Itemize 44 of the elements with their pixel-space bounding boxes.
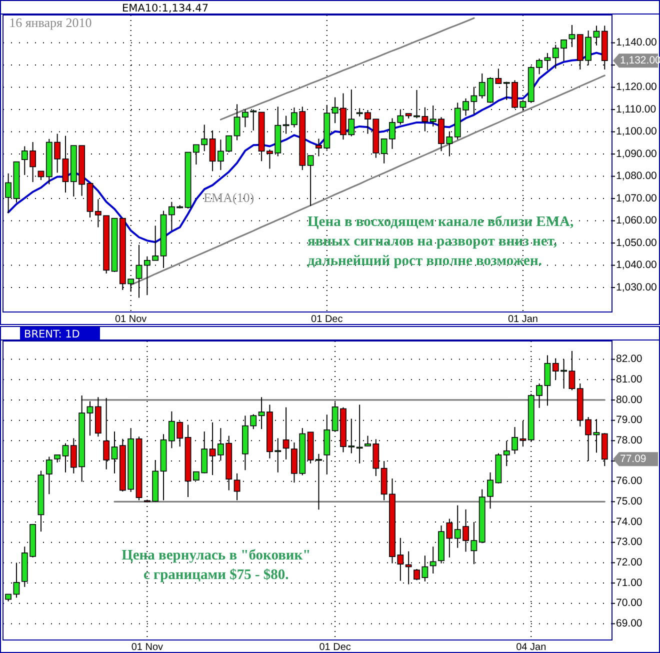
y-tick-label: 1,070.00 — [616, 192, 658, 204]
y-tick-label: 69.00 — [616, 618, 642, 630]
x-tick-label: 01 Dec — [319, 642, 351, 653]
series-label: EMA(10) — [204, 190, 254, 205]
x-tick-label: 04 Jan — [516, 642, 546, 653]
y-tick-label: 80.00 — [616, 394, 642, 406]
y-tick-label: 1,050.00 — [616, 236, 658, 249]
chart-title: BRENT: 1D — [24, 328, 80, 340]
y-tick-label: 71.00 — [616, 576, 642, 589]
x-tick-label: 01 Dec — [311, 314, 343, 325]
annotation: Цена вернулась в "боковик" с границами $75 - $80. — [122, 547, 311, 583]
y-tick-label: 1,060.00 — [616, 214, 658, 227]
y-tick-label: 1,140.00 — [616, 36, 658, 49]
y-tick-label: 1,110.00 — [616, 103, 656, 116]
y-tick-label: 79.00 — [616, 414, 642, 426]
y-tick-label: 1,040.00 — [616, 259, 658, 272]
y-tick-label: 78.00 — [616, 434, 642, 446]
y-tick-label: 1,120.00 — [616, 81, 658, 94]
y-tick-label: 81.00 — [616, 373, 642, 386]
candlestick — [544, 354, 551, 406]
candlestick — [234, 472, 240, 501]
y-tick-label: 72.00 — [616, 556, 642, 568]
y-tick-label: 74.00 — [616, 516, 642, 528]
x-tick-label: 01 Nov — [131, 642, 164, 653]
text: 77.09 — [620, 452, 646, 465]
y-tick-label: 82.00 — [616, 353, 642, 366]
candlestick — [495, 68, 502, 84]
line-series — [220, 17, 475, 120]
y-tick-label: 76.00 — [616, 475, 642, 488]
candlestick — [512, 426, 518, 454]
candlestick — [430, 546, 436, 574]
y-tick-label: 70.00 — [616, 597, 642, 610]
y-tick-label: 73.00 — [616, 536, 642, 548]
y-tick-label: 75.00 — [616, 495, 642, 508]
chart-subtitle: EMA10:1,134.47 — [122, 2, 209, 14]
candlestick — [544, 52, 551, 71]
y-tick-label: 1,100.00 — [616, 126, 658, 138]
y-tick-label: 1,030.00 — [616, 281, 658, 294]
x-tick-label: 01 Jan — [508, 314, 538, 325]
annotation: 16 января 2010 — [9, 14, 92, 30]
y-tick-label: 1,080.00 — [616, 170, 658, 182]
y-tick-label: 1,090.00 — [616, 148, 658, 160]
annotation: Цена в восходящем канале вблизи EMA, явных сигналов на разворот вниз нет, дальнейший рост вполне возможен. — [308, 214, 574, 270]
x-tick-label: 01 Nov — [115, 314, 147, 325]
